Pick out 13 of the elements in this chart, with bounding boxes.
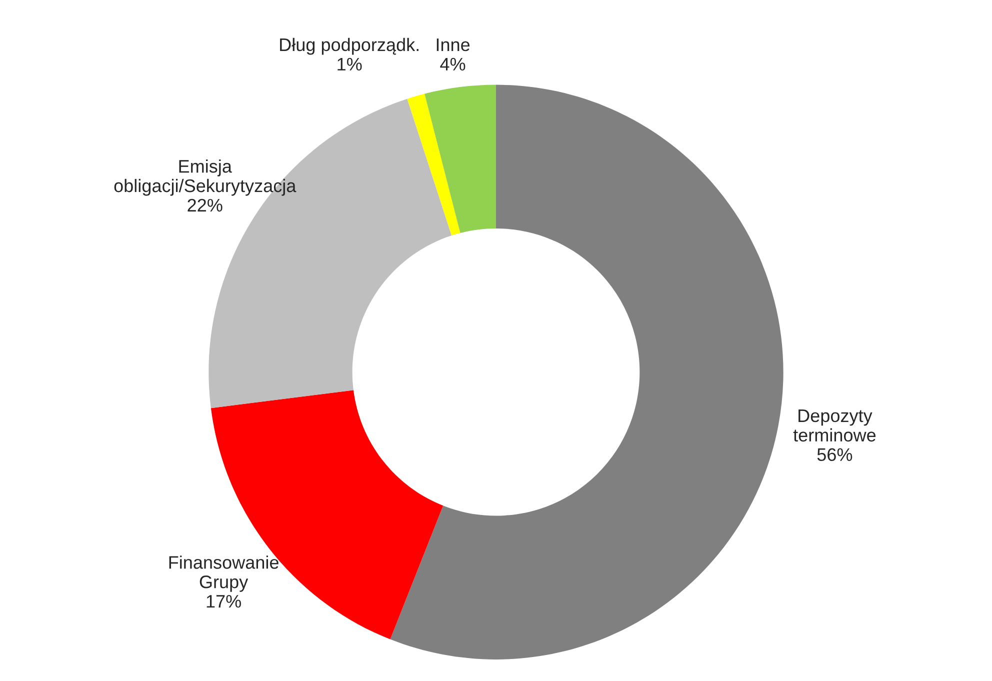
data-label: 4%: [440, 58, 466, 71]
slice-label: Depozyty terminowe: [793, 410, 876, 442]
donut-slice: [424, 84, 496, 233]
slice-label: Emisja obligacji/Sekurytyzacja: [114, 159, 296, 196]
donut-slice: [407, 94, 460, 236]
data-label: 17%: [206, 595, 241, 608]
slice-label: Finansowanie Grupy: [169, 556, 278, 592]
slice-label: Inne: [436, 38, 470, 52]
donut-slice: [390, 84, 784, 660]
data-label: 22%: [188, 198, 222, 212]
data-label: 1%: [338, 58, 362, 71]
data-label: 56%: [817, 448, 852, 462]
slice-label: Dług podporządk.: [280, 38, 418, 55]
